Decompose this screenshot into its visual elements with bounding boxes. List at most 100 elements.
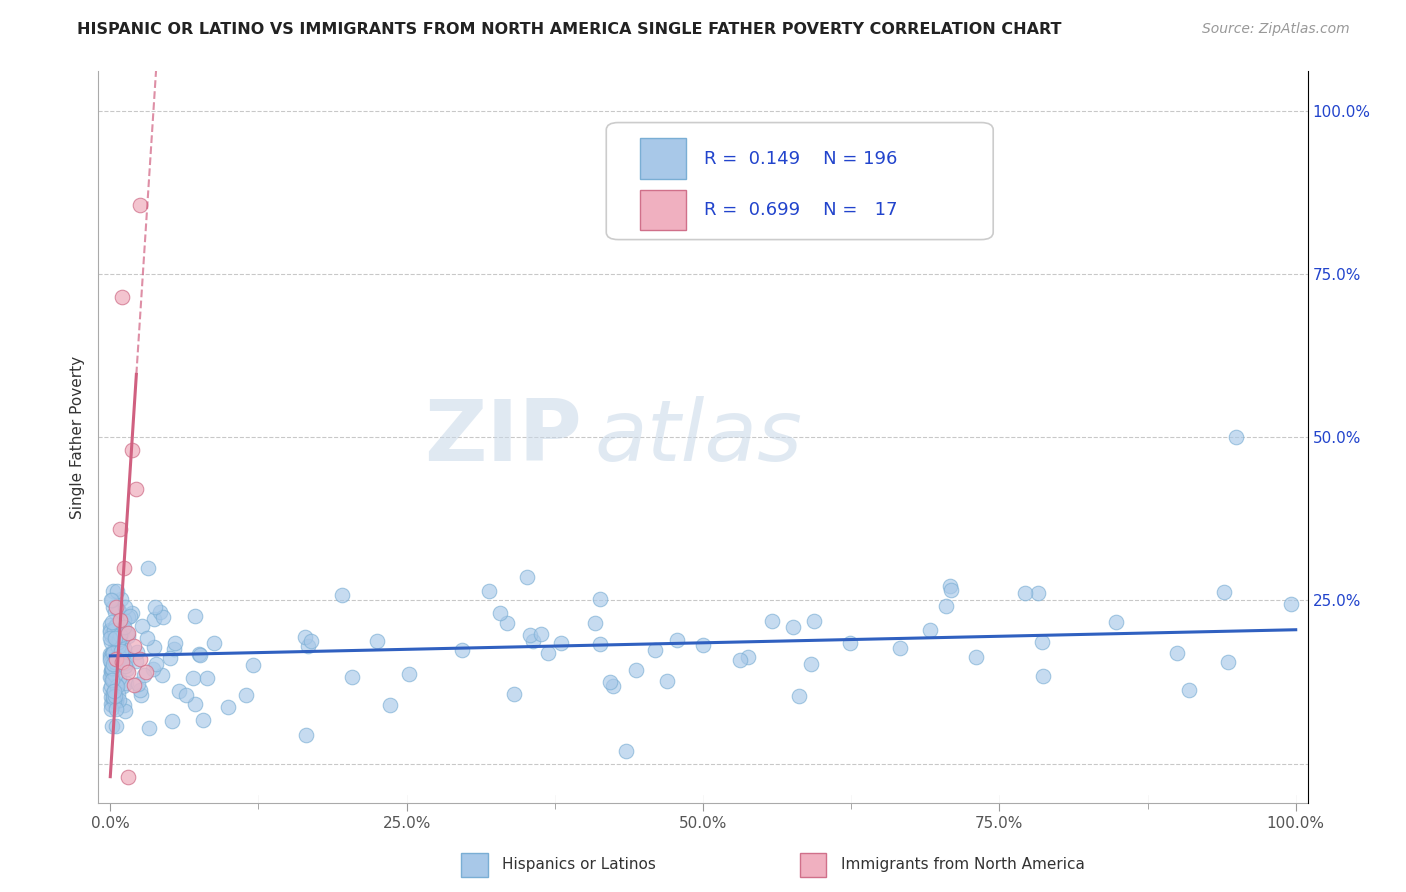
Point xyxy=(111,679,134,693)
Point xyxy=(117,625,139,640)
Point xyxy=(176,688,198,702)
Point xyxy=(107,630,129,644)
Point xyxy=(101,665,124,680)
Point xyxy=(100,653,122,667)
Point xyxy=(107,632,129,646)
Point xyxy=(145,599,167,614)
Point xyxy=(104,617,127,632)
Point xyxy=(105,658,128,673)
Point xyxy=(100,698,122,712)
Point xyxy=(1166,646,1188,660)
Point xyxy=(550,635,572,649)
Point xyxy=(163,636,186,650)
Point xyxy=(118,608,141,623)
Point xyxy=(489,606,512,620)
FancyBboxPatch shape xyxy=(800,854,827,877)
Point xyxy=(366,633,388,648)
Point xyxy=(143,640,166,654)
Point xyxy=(340,670,363,684)
Point xyxy=(191,713,214,727)
Text: ZIP: ZIP xyxy=(425,395,582,479)
Point xyxy=(101,690,124,705)
Point xyxy=(98,624,121,639)
Point xyxy=(101,592,124,607)
Point xyxy=(838,636,860,650)
Point xyxy=(100,681,122,696)
Point xyxy=(398,666,420,681)
Point xyxy=(101,673,124,687)
Point xyxy=(117,665,139,680)
Point xyxy=(101,657,124,672)
Point xyxy=(761,614,783,628)
Point xyxy=(100,664,122,678)
Point xyxy=(104,692,127,706)
Point xyxy=(103,632,125,646)
Point xyxy=(135,665,157,680)
Point xyxy=(114,560,136,574)
Point xyxy=(103,694,125,708)
Point xyxy=(117,629,139,643)
Point xyxy=(112,613,135,627)
Point xyxy=(800,657,823,672)
Point xyxy=(122,639,145,653)
Point xyxy=(100,702,122,716)
Point xyxy=(477,583,499,598)
Point xyxy=(121,606,143,620)
Point xyxy=(112,620,135,634)
Point xyxy=(114,600,136,615)
Point xyxy=(1177,683,1199,698)
Point xyxy=(100,615,122,629)
Point xyxy=(1032,668,1054,682)
Point xyxy=(115,662,138,676)
Point xyxy=(104,606,127,620)
Point xyxy=(332,588,354,602)
Point xyxy=(121,443,143,458)
Point xyxy=(143,612,166,626)
Point xyxy=(1225,430,1247,444)
Point xyxy=(114,657,136,671)
Point xyxy=(1014,586,1036,600)
Point xyxy=(104,655,127,669)
Point xyxy=(100,631,122,645)
Point xyxy=(101,599,124,614)
Text: Immigrants from North America: Immigrants from North America xyxy=(841,857,1084,872)
Point xyxy=(107,687,129,701)
Point xyxy=(184,609,207,624)
Point xyxy=(149,605,172,619)
Point xyxy=(787,689,810,703)
Point xyxy=(117,626,139,640)
Point xyxy=(104,620,127,634)
Point xyxy=(145,657,167,672)
Text: Hispanics or Latinos: Hispanics or Latinos xyxy=(502,857,657,872)
Point xyxy=(110,628,132,642)
Point xyxy=(101,646,124,660)
Point xyxy=(1279,597,1302,611)
Point xyxy=(129,683,152,698)
Point xyxy=(115,675,138,690)
Point xyxy=(112,657,135,671)
Point xyxy=(104,630,127,644)
Point xyxy=(162,714,184,729)
Point xyxy=(108,604,131,618)
Point xyxy=(100,662,122,676)
Point xyxy=(181,671,204,685)
Point xyxy=(105,658,128,673)
Point xyxy=(103,623,125,637)
Point xyxy=(105,660,128,674)
Point xyxy=(108,613,131,627)
Point xyxy=(132,668,155,682)
Point xyxy=(104,719,127,733)
Point xyxy=(100,647,122,661)
Text: Source: ZipAtlas.com: Source: ZipAtlas.com xyxy=(1202,22,1350,37)
Point xyxy=(503,687,526,701)
Point xyxy=(737,650,759,665)
Point xyxy=(782,620,804,634)
Point xyxy=(110,644,132,658)
Point xyxy=(129,688,152,702)
Point xyxy=(112,641,135,656)
Point xyxy=(105,599,128,614)
Point xyxy=(111,636,134,650)
Text: R =  0.149    N = 196: R = 0.149 N = 196 xyxy=(704,150,897,168)
Point xyxy=(889,640,911,655)
Point xyxy=(114,704,136,718)
